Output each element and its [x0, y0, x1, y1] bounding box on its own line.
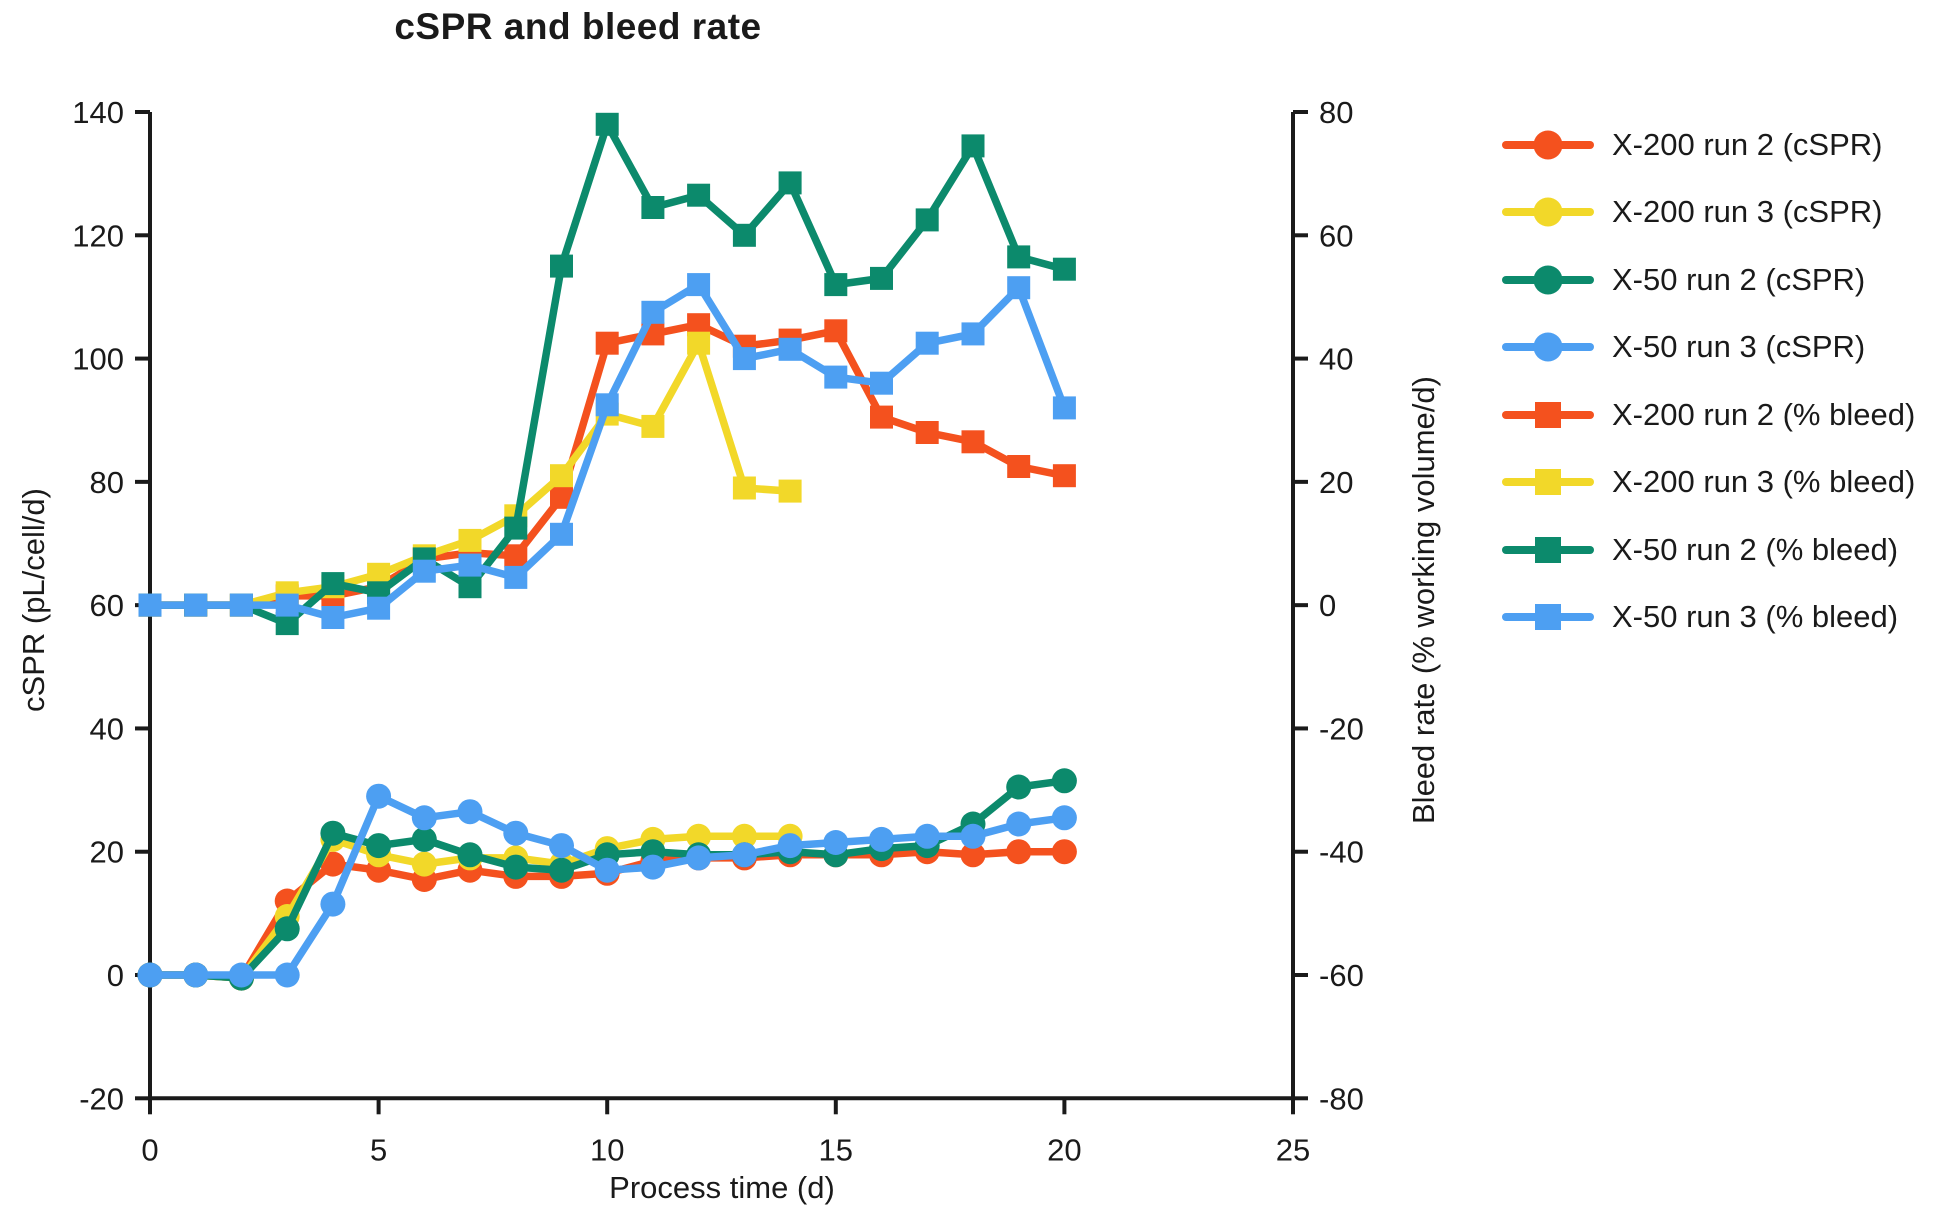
- svg-text:80: 80: [1319, 95, 1353, 130]
- series-7: [138, 273, 1076, 629]
- legend-marker-square-icon: [1502, 462, 1594, 502]
- svg-text:-20: -20: [1319, 711, 1364, 746]
- legend-marker-circle-icon: [1502, 260, 1594, 300]
- x-axis-title: Process time (d): [609, 1170, 835, 1205]
- legend-marker-circle-icon: [1502, 327, 1594, 367]
- legend-item: X-200 run 3 (% bleed): [1502, 449, 1915, 517]
- legend-label: X-50 run 3 (% bleed): [1612, 599, 1899, 635]
- svg-text:0: 0: [141, 1132, 158, 1167]
- y-axis-right-ticks: 80 60 40 20 0 -20 -40 -60 -80: [1293, 95, 1364, 1116]
- legend: X-200 run 2 (cSPR) X-200 run 3 (cSPR) X-50…: [1502, 111, 1915, 651]
- y-axis-left-ticks: 140 120 100 80 60 40 20 0 -20: [72, 95, 150, 1116]
- legend-label: X-200 run 3 (cSPR): [1612, 194, 1883, 230]
- svg-text:25: 25: [1276, 1132, 1310, 1167]
- svg-text:-20: -20: [79, 1081, 124, 1116]
- svg-text:40: 40: [1319, 342, 1353, 377]
- series-3: [137, 783, 1077, 988]
- axes: [148, 112, 1295, 1101]
- legend-item: X-50 run 2 (% bleed): [1502, 516, 1915, 584]
- legend-label: X-50 run 2 (cSPR): [1612, 261, 1866, 297]
- svg-text:60: 60: [1319, 218, 1353, 253]
- svg-text:0: 0: [1319, 588, 1336, 623]
- svg-text:80: 80: [90, 465, 124, 500]
- series-6: [138, 112, 1076, 636]
- left-axis-title: cSPR (pL/cell/d): [16, 488, 51, 712]
- svg-text:20: 20: [90, 835, 124, 870]
- legend-item: X-200 run 3 (cSPR): [1502, 179, 1915, 247]
- svg-text:40: 40: [90, 711, 124, 746]
- legend-label: X-200 run 2 (% bleed): [1612, 396, 1916, 432]
- legend-item: X-200 run 2 (cSPR): [1502, 111, 1915, 179]
- legend-item: X-50 run 3 (cSPR): [1502, 314, 1915, 382]
- legend-marker-circle-icon: [1502, 125, 1594, 165]
- legend-label: X-200 run 2 (cSPR): [1612, 126, 1883, 162]
- svg-text:140: 140: [72, 95, 124, 130]
- legend-marker-square-icon: [1502, 395, 1594, 435]
- series-4: [138, 313, 1076, 617]
- legend-marker-circle-icon: [1502, 192, 1594, 232]
- legend-marker-square-icon: [1502, 597, 1594, 637]
- legend-label: X-200 run 3 (% bleed): [1612, 464, 1916, 500]
- svg-text:0: 0: [107, 958, 124, 993]
- svg-text:-60: -60: [1319, 958, 1364, 993]
- svg-text:5: 5: [370, 1132, 387, 1167]
- x-axis-ticks: 0 5 10 15 20 25: [141, 1098, 1310, 1167]
- svg-text:-40: -40: [1319, 835, 1364, 870]
- right-axis-title: Bleed rate (% working volume/d): [1406, 376, 1441, 824]
- legend-item: X-200 run 2 (% bleed): [1502, 381, 1915, 449]
- svg-text:120: 120: [72, 218, 124, 253]
- svg-text:100: 100: [72, 342, 124, 377]
- legend-label: X-50 run 3 (cSPR): [1612, 329, 1866, 365]
- legend-marker-square-icon: [1502, 530, 1594, 570]
- svg-text:15: 15: [819, 1132, 853, 1167]
- chart-title: cSPR and bleed rate: [394, 6, 762, 47]
- legend-label: X-50 run 2 (% bleed): [1612, 531, 1899, 567]
- svg-text:10: 10: [590, 1132, 624, 1167]
- svg-text:20: 20: [1319, 465, 1353, 500]
- svg-text:60: 60: [90, 588, 124, 623]
- legend-item: X-50 run 2 (cSPR): [1502, 246, 1915, 314]
- svg-text:20: 20: [1047, 1132, 1081, 1167]
- legend-item: X-50 run 3 (% bleed): [1502, 584, 1915, 652]
- svg-text:-80: -80: [1319, 1081, 1364, 1116]
